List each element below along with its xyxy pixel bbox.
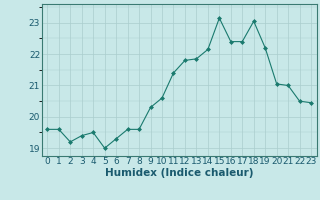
X-axis label: Humidex (Indice chaleur): Humidex (Indice chaleur) [105,168,253,178]
